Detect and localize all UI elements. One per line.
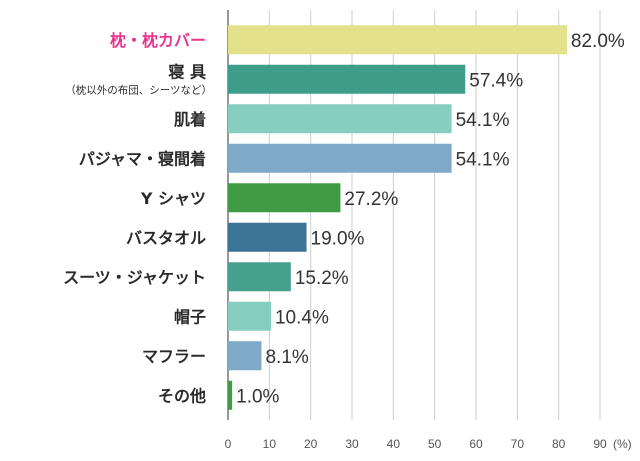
category-label-8: マフラー	[142, 347, 206, 366]
bar-9	[228, 380, 233, 410]
value-label-2: 54.1%	[456, 110, 510, 131]
x-tick-label-20: 20	[304, 437, 318, 451]
bar-8	[228, 341, 262, 371]
bar-0	[228, 25, 567, 55]
x-tick-label-40: 40	[387, 437, 401, 451]
category-label-1: 寝 具	[168, 62, 206, 81]
bar-7	[228, 301, 271, 331]
category-label-7: 帽子	[174, 307, 206, 326]
category-label-2: 肌着	[174, 110, 206, 129]
value-label-7: 10.4%	[275, 307, 329, 328]
category-label-3: パジャマ・寝間着	[79, 149, 206, 168]
value-label-4: 27.2%	[344, 189, 398, 210]
x-tick-label-0: 0	[225, 437, 232, 451]
bar-3	[228, 143, 452, 173]
bar-1	[228, 64, 466, 94]
x-tick-label-60: 60	[469, 437, 483, 451]
value-label-8: 8.1%	[265, 347, 308, 368]
value-label-9: 1.0%	[236, 386, 279, 407]
x-unit-label: (%)	[613, 437, 632, 451]
x-tick-label-50: 50	[428, 437, 442, 451]
x-tick-label-70: 70	[511, 437, 525, 451]
x-tick-label-30: 30	[345, 437, 359, 451]
category-label-4: Y シャツ	[140, 189, 206, 208]
bar-4	[228, 183, 341, 213]
bar-6	[228, 262, 291, 292]
category-label-5: バスタオル	[126, 228, 206, 247]
category-label-9: その他	[158, 386, 206, 405]
category-subtitle-1: （枕以外の布団、シーツなど）	[65, 83, 212, 96]
value-label-1: 57.4%	[469, 70, 523, 91]
x-tick-label-80: 80	[552, 437, 566, 451]
x-tick-label-90: 90	[593, 437, 607, 451]
x-tick-label-10: 10	[263, 437, 277, 451]
bar-2	[228, 104, 452, 134]
value-label-0: 82.0%	[571, 31, 625, 52]
category-label-6: スーツ・ジャケット	[63, 268, 206, 287]
value-label-6: 15.2%	[295, 268, 349, 289]
bar-5	[228, 222, 307, 252]
category-label-0: 枕・枕カバー	[110, 31, 206, 50]
value-label-5: 19.0%	[311, 228, 365, 249]
value-label-3: 54.1%	[456, 149, 510, 170]
